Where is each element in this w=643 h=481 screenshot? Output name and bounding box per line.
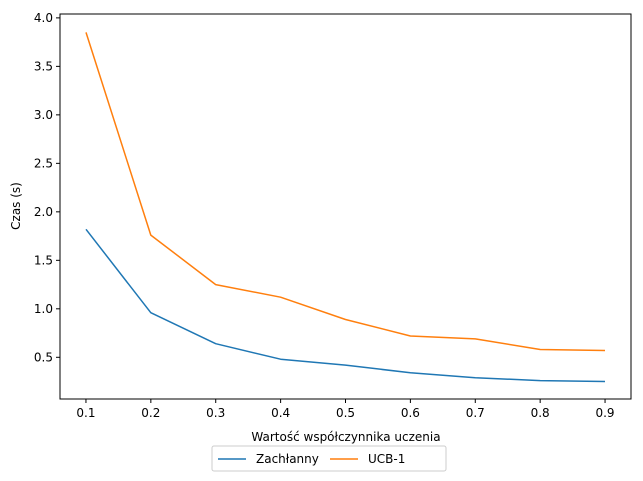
x-tick-label: 0.9 bbox=[595, 406, 614, 420]
y-tick-label: 2.5 bbox=[34, 156, 53, 170]
y-axis-label: Czas (s) bbox=[9, 182, 23, 230]
y-tick-label: 1.0 bbox=[34, 302, 53, 316]
y-tick-label: 2.0 bbox=[34, 205, 53, 219]
y-tick-label: 4.0 bbox=[34, 11, 53, 25]
legend-label-0: Zachłanny bbox=[256, 452, 319, 466]
x-axis-ticks: 0.1 0.2 0.3 0.4 0.5 0.6 0.7 0.8 0.9 bbox=[76, 399, 615, 420]
series-layer bbox=[85, 32, 606, 383]
y-tick-label: 3.0 bbox=[34, 108, 53, 122]
legend-label-1: UCB-1 bbox=[368, 452, 405, 466]
y-tick-label: 3.5 bbox=[34, 59, 53, 73]
plot-area bbox=[59, 13, 632, 400]
x-tick-label: 0.7 bbox=[466, 406, 485, 420]
x-tick-label: 0.8 bbox=[531, 406, 550, 420]
x-tick-label: 0.3 bbox=[206, 406, 225, 420]
x-tick-label: 0.5 bbox=[336, 406, 355, 420]
legend-frame bbox=[211, 445, 447, 472]
y-axis-ticks: 0.5 1.0 1.5 2.0 2.5 3.0 3.5 4.0 bbox=[34, 11, 60, 364]
x-tick-label: 0.4 bbox=[271, 406, 290, 420]
x-tick-label: 0.2 bbox=[141, 406, 160, 420]
x-tick-label: 0.6 bbox=[401, 406, 420, 420]
x-axis-label: Wartość współczynnika uczenia bbox=[251, 430, 440, 444]
series-line-1 bbox=[85, 32, 606, 352]
series-line-0 bbox=[85, 228, 606, 383]
x-tick-label: 0.1 bbox=[76, 406, 95, 420]
y-tick-label: 1.5 bbox=[34, 253, 53, 267]
y-tick-label: 0.5 bbox=[34, 350, 53, 364]
legend: Zachłanny UCB-1 bbox=[211, 445, 447, 472]
